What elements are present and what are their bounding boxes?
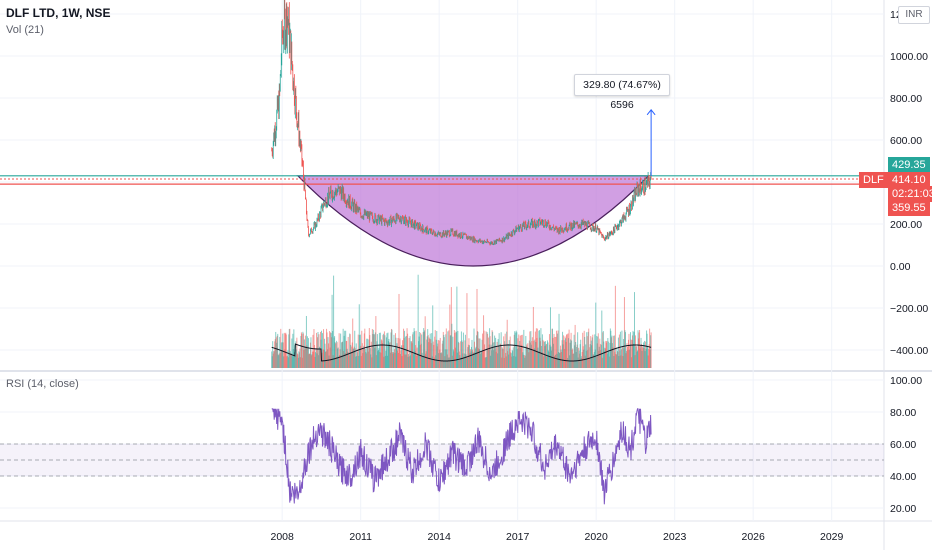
time-tick-label: 2026 bbox=[741, 531, 765, 543]
price-tick-label: 800.00 bbox=[890, 93, 922, 105]
volume-pane bbox=[271, 274, 652, 368]
price-tick-label: −400.00 bbox=[890, 345, 928, 357]
rsi-tick-label: 20.00 bbox=[890, 503, 916, 515]
time-tick-label: 2014 bbox=[427, 531, 451, 543]
symbol-title[interactable]: DLF LTD, 1W, NSE bbox=[6, 6, 111, 20]
rsi-line bbox=[271, 408, 652, 505]
time-tick-label: 2011 bbox=[349, 531, 372, 543]
measure-arrow-head bbox=[646, 108, 656, 116]
rsi-tick-label: 80.00 bbox=[890, 407, 916, 419]
rsi-tick-label: 100.00 bbox=[890, 375, 922, 387]
price-tick-label: −200.00 bbox=[890, 303, 928, 315]
ticker-badge: DLF bbox=[859, 172, 888, 188]
volume-ma-line bbox=[271, 343, 652, 362]
price-tick-label: 600.00 bbox=[890, 135, 922, 147]
rsi-pane bbox=[271, 408, 652, 505]
price-tick-label: 1000.00 bbox=[890, 51, 928, 63]
measure-arrow bbox=[646, 108, 656, 176]
volume-indicator-label[interactable]: Vol (21) bbox=[6, 24, 44, 36]
lower-price-badge: 359.55 bbox=[888, 200, 930, 216]
rsi-indicator-label[interactable]: RSI (14, close) bbox=[6, 378, 79, 390]
upper-price-badge: 429.35 bbox=[888, 157, 930, 173]
rsi-tick-label: 60.00 bbox=[890, 439, 916, 451]
time-tick-label: 2023 bbox=[663, 531, 687, 543]
current-price-badge: 414.10 bbox=[888, 172, 930, 188]
cup-fill bbox=[296, 175, 650, 267]
rsi-tick-label: 40.00 bbox=[890, 471, 916, 483]
measure-label: 329.80 (74.67%) 6596 bbox=[574, 74, 670, 111]
time-tick-label: 2020 bbox=[584, 531, 608, 543]
price-tick-label: 0.00 bbox=[890, 261, 911, 273]
cup-shape bbox=[296, 175, 650, 267]
price-lines bbox=[0, 175, 884, 185]
time-tick-label: 2017 bbox=[506, 531, 530, 543]
price-tick-label: 200.00 bbox=[890, 219, 922, 231]
countdown-badge: 02:21:03 bbox=[888, 186, 932, 202]
currency-button[interactable]: INR bbox=[898, 6, 930, 24]
price-series bbox=[271, 0, 652, 246]
time-tick-label: 2029 bbox=[820, 531, 844, 543]
time-tick-label: 2008 bbox=[270, 531, 294, 543]
